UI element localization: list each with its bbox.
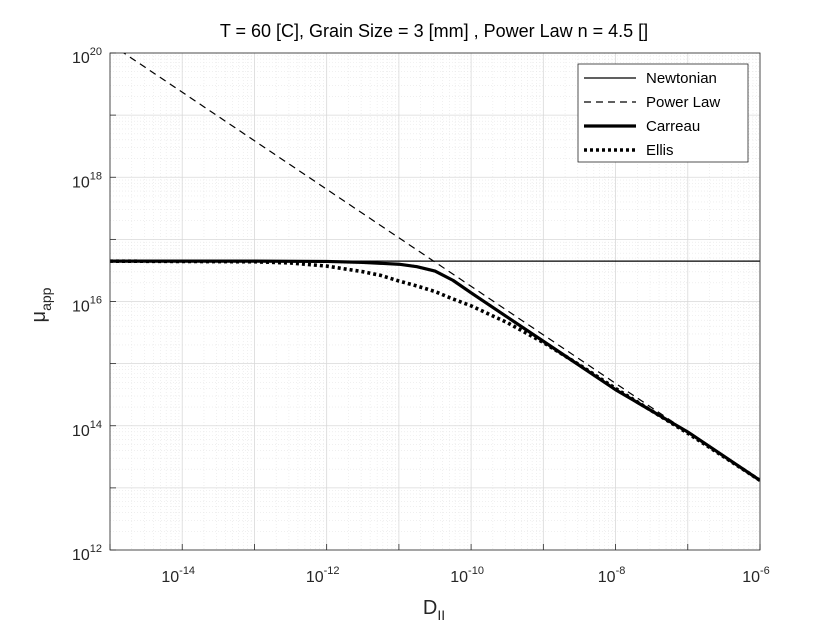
series-line-carreau xyxy=(110,259,760,482)
axis-ticks xyxy=(109,52,761,551)
x-axis-label-base: D xyxy=(423,597,437,619)
legend: Newtonian Power Law Carreau Ellis xyxy=(577,63,749,163)
y-axis-label: μapp xyxy=(28,287,54,322)
legend-label: Ellis xyxy=(646,142,674,159)
x-tick-label-exponent: -8 xyxy=(616,565,626,577)
y-axis-label-subscript: app xyxy=(38,287,54,311)
series-line-ellis xyxy=(110,259,760,482)
y-tick-label-base: 10 xyxy=(72,299,90,316)
x-tick-label: 10-8 xyxy=(598,565,626,586)
y-tick-label-base: 10 xyxy=(72,174,90,191)
y-tick-label-exponent: 18 xyxy=(90,170,102,182)
x-tick-label: 10-14 xyxy=(161,565,195,586)
minor-grid xyxy=(110,53,760,550)
chart-title: T = 60 [C], Grain Size = 3 [mm] , Power … xyxy=(220,21,648,41)
x-axis-label: DII xyxy=(423,597,445,623)
x-tick-label-base: 10 xyxy=(306,569,324,586)
x-tick-label-exponent: -14 xyxy=(179,565,195,577)
y-tick-label-exponent: 12 xyxy=(90,543,102,555)
y-tick-label: 1012 xyxy=(72,543,102,564)
y-tick-label-base: 10 xyxy=(72,423,90,440)
y-tick-label-exponent: 20 xyxy=(90,46,102,58)
y-tick-label-base: 10 xyxy=(72,50,90,67)
x-tick-label: 10-12 xyxy=(306,565,340,586)
legend-label: Power Law xyxy=(646,94,720,111)
x-tick-label-base: 10 xyxy=(450,569,468,586)
legend-label: Carreau xyxy=(646,118,700,135)
x-axis-label-subscript: II xyxy=(437,607,445,623)
legend-box xyxy=(577,63,749,163)
y-tick-label: 1016 xyxy=(72,295,102,316)
series-layer xyxy=(110,53,760,482)
y-tick-label: 1018 xyxy=(72,170,102,191)
x-tick-label-base: 10 xyxy=(742,569,760,586)
y-tick-label: 1014 xyxy=(72,419,102,440)
series-line-power-law xyxy=(122,53,760,481)
legend-label: Newtonian xyxy=(646,70,717,87)
y-tick-label-exponent: 16 xyxy=(90,295,102,307)
x-tick-label: 10-10 xyxy=(450,565,484,586)
y-tick-label-exponent: 14 xyxy=(90,419,102,431)
y-axis-label-base: μ xyxy=(28,311,50,323)
x-tick-label-exponent: -12 xyxy=(324,565,340,577)
x-tick-label-exponent: -10 xyxy=(468,565,484,577)
x-tick-label-base: 10 xyxy=(161,569,179,586)
x-tick-label-exponent: -6 xyxy=(760,565,770,577)
y-tick-label: 1020 xyxy=(72,46,102,67)
x-tick-label-base: 10 xyxy=(598,569,616,586)
x-tick-labels: 10-14 10-12 10-10 10-8 10-6 xyxy=(161,565,769,586)
x-tick-label: 10-6 xyxy=(742,565,770,586)
y-tick-label-base: 10 xyxy=(72,547,90,564)
